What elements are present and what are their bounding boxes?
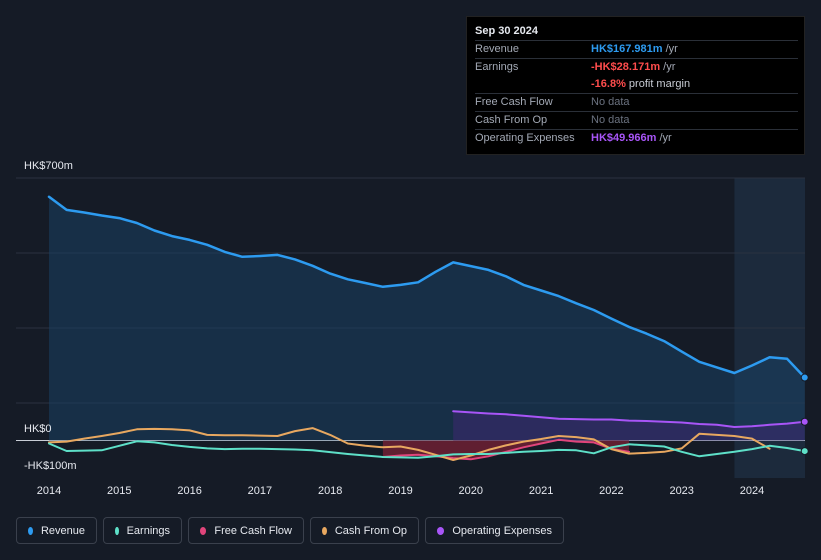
y-axis-top-label: HK$700m bbox=[24, 160, 73, 172]
opex-end-point bbox=[800, 417, 809, 426]
tooltip-label: Free Cash Flow bbox=[475, 96, 553, 108]
earnings-end-point bbox=[800, 447, 809, 456]
legend-label: Free Cash Flow bbox=[214, 524, 292, 537]
x-tick-label: 2024 bbox=[739, 485, 765, 497]
tooltip-row-revenue: Revenue HK$167.981m /yr bbox=[467, 41, 806, 58]
tooltip-unit: /yr bbox=[663, 61, 676, 73]
tooltip-value: -HK$28.171m bbox=[591, 61, 661, 73]
tooltip-value: HK$49.966m bbox=[591, 132, 657, 144]
opex-area bbox=[453, 411, 805, 441]
revenue-end-point bbox=[800, 373, 809, 382]
tooltip-label: Cash From Op bbox=[475, 114, 548, 126]
tooltip-row-opex: Operating Expenses HK$49.966m /yr bbox=[467, 130, 806, 147]
x-tick-label: 2017 bbox=[247, 485, 273, 497]
legend-dot-icon bbox=[322, 526, 327, 535]
legend-dot-icon bbox=[28, 526, 33, 535]
profit-margin-label: profit margin bbox=[628, 78, 691, 90]
x-tick-label: 2018 bbox=[317, 485, 343, 497]
legend-dot-icon bbox=[437, 526, 445, 535]
legend-dot-icon bbox=[115, 526, 119, 535]
legend-operating-expenses[interactable]: Operating Expenses bbox=[425, 517, 564, 544]
revenue-area bbox=[49, 196, 805, 441]
tooltip-value: No data bbox=[591, 114, 630, 126]
x-tick-label: 2014 bbox=[36, 485, 62, 497]
tooltip-unit: /yr bbox=[665, 43, 678, 55]
revenue-line bbox=[47, 195, 806, 379]
x-tick-label: 2016 bbox=[177, 485, 202, 497]
x-tick-label: 2023 bbox=[669, 485, 694, 497]
legend-cash-from-op[interactable]: Cash From Op bbox=[310, 517, 419, 544]
tooltip-value: No data bbox=[591, 96, 630, 108]
legend-earnings[interactable]: Earnings bbox=[103, 517, 182, 544]
tooltip-panel: Sep 30 2024 Revenue HK$167.981m /yr Earn… bbox=[466, 16, 805, 155]
tooltip-label: Operating Expenses bbox=[475, 132, 575, 144]
tooltip-row-earnings: Earnings -HK$28.171m /yr bbox=[467, 59, 806, 76]
legend-revenue[interactable]: Revenue bbox=[16, 517, 97, 544]
legend-label: Cash From Op bbox=[334, 524, 407, 537]
x-tick-label: 2021 bbox=[528, 485, 554, 497]
x-tick-label: 2015 bbox=[107, 485, 132, 497]
legend-label: Revenue bbox=[40, 524, 85, 537]
cfo-line bbox=[48, 427, 771, 461]
y-axis-bottom-label: -HK$100m bbox=[24, 460, 77, 472]
tooltip-label: Earnings bbox=[475, 61, 519, 73]
legend-label: Earnings bbox=[126, 524, 170, 537]
legend-label: Operating Expenses bbox=[452, 524, 552, 537]
opex-line bbox=[452, 410, 806, 428]
x-tick-label: 2022 bbox=[599, 485, 624, 497]
tooltip-date: Sep 30 2024 bbox=[475, 25, 538, 37]
tooltip-unit: /yr bbox=[659, 132, 672, 144]
legend-free-cash-flow[interactable]: Free Cash Flow bbox=[188, 517, 304, 544]
tooltip-row-cfo: Cash From Op No data bbox=[467, 112, 806, 129]
x-tick-label: 2019 bbox=[388, 485, 413, 497]
tooltip-label: Revenue bbox=[475, 43, 520, 55]
profit-margin-value: -16.8% bbox=[591, 78, 626, 90]
legend-dot-icon bbox=[200, 526, 207, 535]
tooltip-row-margin: -16.8% profit margin bbox=[467, 76, 806, 93]
fcf-line bbox=[381, 438, 630, 461]
x-tick-label: 2020 bbox=[458, 485, 484, 497]
y-axis-zero-label: HK$0 bbox=[24, 423, 52, 435]
tooltip-value: HK$167.981m bbox=[591, 43, 663, 55]
earnings-line bbox=[48, 440, 806, 459]
tooltip-row-fcf: Free Cash Flow No data bbox=[467, 94, 806, 111]
